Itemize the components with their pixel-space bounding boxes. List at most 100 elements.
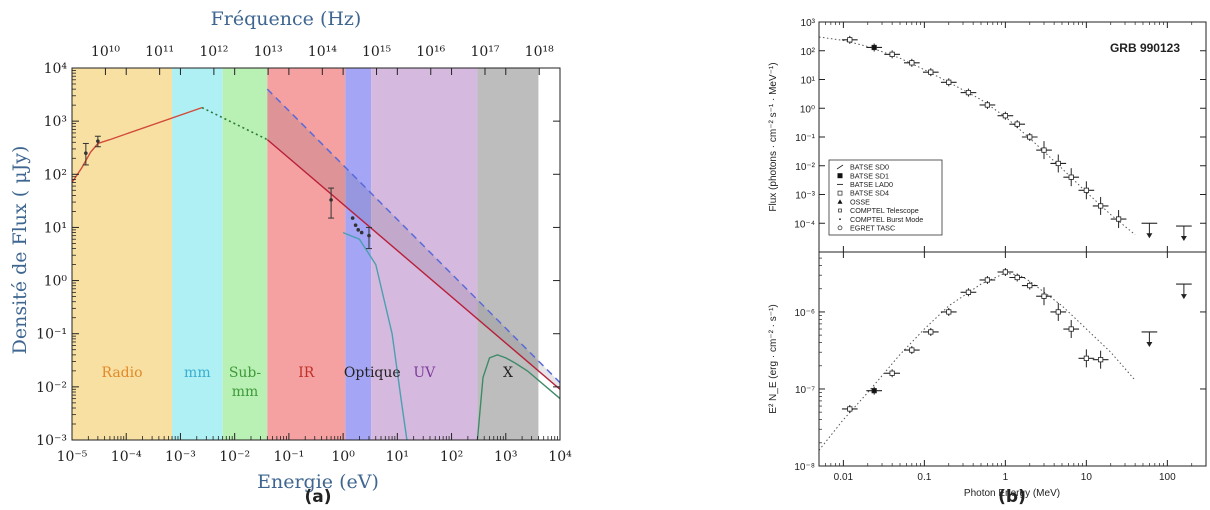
x-axis-label: Photon Energy (MeV) [964, 488, 1060, 499]
data-point-0 [84, 151, 88, 155]
flux-y-tick-label-2: 10⁻³ [795, 191, 815, 202]
energy-flux-y-tick-label-0: 10⁻⁸ [794, 462, 815, 473]
top-tick-label-0: 10¹⁰ [91, 44, 120, 60]
legend-marker-1 [837, 173, 843, 179]
band-label-1: mm [184, 365, 211, 381]
x-tick-label-8: 10³ [494, 449, 517, 465]
top-tick-label-8: 10¹⁸ [525, 44, 554, 60]
energy-flux-y-tick-label-1: 10⁻⁷ [795, 385, 815, 396]
legend-marker-5 [838, 208, 842, 213]
energy-flux-point-3 [909, 347, 915, 353]
flux-axis-label: Flux (photons · cm⁻² s⁻¹ · MeV⁻¹) [768, 62, 779, 211]
chart-title: GRB 990123 [1110, 41, 1180, 55]
y-tick-label-6: 10³ [44, 114, 67, 130]
x-tick-label-0: 10⁻⁵ [57, 449, 88, 465]
flux-y-tick-label-4: 10⁻¹ [795, 133, 815, 144]
x-axis-label: Energie (eV) [257, 471, 379, 493]
band-label-2: Sub- [229, 365, 262, 381]
flux-point-2 [889, 51, 895, 57]
energy-flux-point-12 [1055, 309, 1061, 315]
energy-flux-point-5 [946, 309, 952, 315]
band-label-6: X [503, 365, 513, 381]
flux-point-14 [1083, 187, 1089, 193]
band-3 [267, 68, 346, 440]
band-2 [222, 68, 268, 440]
flux-y-tick-label-3: 10⁻² [795, 162, 815, 173]
x-tick-label-7: 10² [440, 449, 463, 465]
y-axis-label: Densité de Flux ( μJy) [9, 146, 31, 355]
flux-point-1 [871, 44, 877, 51]
series-low-frequency [109, 106, 203, 141]
flux-y-tick-label-5: 10⁰ [800, 104, 815, 115]
data-point-7 [367, 233, 371, 238]
legend-box [828, 159, 943, 236]
data-point-3 [350, 216, 355, 220]
x-tick-label-4: 100 [1159, 472, 1176, 483]
energy-flux-upper-limit-arrow-16 [1146, 341, 1153, 347]
legend-marker-0 [836, 164, 844, 170]
flux-point-4 [928, 69, 934, 75]
series-optical-cutoff [342, 231, 408, 440]
flux-point-0 [847, 37, 853, 43]
series-dashed [266, 88, 560, 384]
band-6 [477, 68, 539, 440]
band-labels: Radio mm Sub-mm IR Optique UV X [101, 365, 512, 400]
energy-flux-upper-limit-arrow-17 [1180, 294, 1187, 300]
x-tick-label-0: 0.01 [834, 472, 854, 483]
data-point-4 [353, 223, 358, 228]
caption-a: (a) [304, 487, 331, 507]
legend-marker-7 [837, 225, 843, 231]
x-tick-label-5: 10⁰ [331, 449, 355, 465]
plot-frame [71, 67, 561, 441]
flux-point-12 [1055, 160, 1061, 167]
top-tick-label-7: 10¹⁷ [470, 44, 499, 60]
legend-label-6: COMPTEL Burst Mode [850, 215, 923, 224]
y-tick-label-2: 10⁻¹ [36, 327, 67, 343]
axes: 10⁻⁵ 10⁻⁴ 10⁻³ 10⁻² 10⁻¹ 10⁰ 10¹ 10² 10³ 10⁴ 10⁻³ 1… [36, 44, 572, 465]
band-label-5: UV [413, 365, 436, 381]
energy-flux-point-2 [889, 370, 895, 376]
top-axis-label: Fréquence (Hz) [211, 8, 362, 30]
top-tick-label-6: 10¹⁶ [416, 44, 445, 60]
data-point-2 [329, 198, 333, 202]
legend-label-5: COMPTEL Telescope [850, 206, 919, 215]
flux-point-3 [909, 60, 915, 66]
band-0 [72, 68, 173, 440]
spectral-index-wedge [267, 89, 560, 390]
series-radio-rise [72, 138, 111, 183]
energy-flux-point-15 [1098, 357, 1104, 363]
x-tick-label-6: 10¹ [386, 449, 409, 465]
energy-flux-point-14 [1083, 355, 1089, 361]
top-tick-label-1: 10¹¹ [145, 44, 174, 60]
energy-flux-point-8 [1002, 269, 1008, 275]
data-point-1 [96, 139, 100, 143]
legend-marker-6 [839, 218, 841, 221]
legend-label-2: BATSE LAD0 [850, 180, 893, 189]
flux-point-7 [984, 102, 991, 108]
flux-y-tick-label-1: 10⁻⁴ [794, 219, 815, 230]
x-tick-label-1: 0.1 [917, 472, 931, 483]
energy-flux-point-10 [1027, 282, 1033, 289]
flux-upper-limit-arrow-18 [1180, 236, 1187, 242]
energy-flux-panel-frame [818, 251, 1207, 467]
energy-flux-model-curve [819, 272, 1136, 451]
energy-flux-point-7 [984, 277, 991, 283]
energy-flux-panel [819, 267, 1192, 451]
energy-flux-point-11 [1041, 293, 1047, 299]
x-tick-label-3: 10⁻² [219, 449, 250, 465]
flux-point-8 [1002, 113, 1008, 119]
x-tick-label-9: 10⁴ [548, 449, 572, 465]
x-tick-label-2: 1 [1003, 472, 1009, 483]
legend-marker-3 [837, 190, 843, 196]
legend-label-3: BATSE SD4 [850, 189, 889, 198]
y-tick-label-7: 10⁴ [44, 61, 68, 77]
legend-label-1: BATSE SD1 [850, 171, 889, 180]
legend-label-0: BATSE SD0 [850, 163, 889, 172]
x-tick-label-4: 10⁻¹ [273, 449, 304, 465]
band-5 [371, 68, 478, 440]
x-tick-label-1: 10⁻⁴ [111, 449, 142, 465]
flux-panel [819, 35, 1192, 242]
series-transition-dotted [201, 106, 268, 141]
flux-point-5 [946, 79, 952, 85]
